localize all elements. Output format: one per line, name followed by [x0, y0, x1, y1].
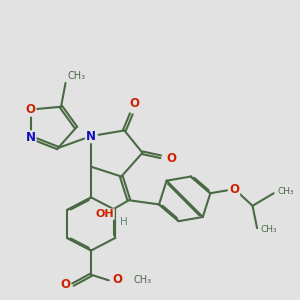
Text: H: H	[120, 217, 127, 227]
Text: O: O	[167, 152, 177, 165]
Text: OH: OH	[95, 209, 114, 219]
Text: O: O	[60, 278, 70, 291]
Text: O: O	[129, 98, 139, 110]
Text: N: N	[26, 131, 36, 144]
Text: O: O	[112, 273, 122, 286]
Text: CH₃: CH₃	[277, 187, 294, 196]
Text: O: O	[26, 103, 36, 116]
Text: CH₃: CH₃	[68, 71, 86, 81]
Text: O: O	[230, 183, 239, 196]
Text: CH₃: CH₃	[134, 275, 152, 285]
Text: CH₃: CH₃	[261, 225, 277, 234]
Text: N: N	[86, 130, 96, 142]
